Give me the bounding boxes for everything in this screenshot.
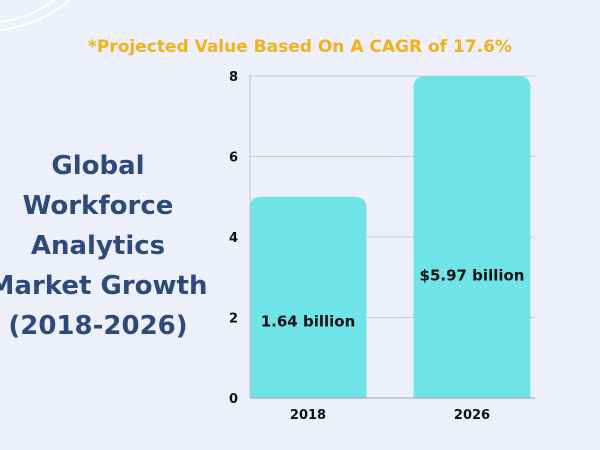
x-tick-label: 2026 [454, 408, 490, 423]
title-line: Workforce [22, 191, 174, 221]
y-tick-label: 6 [229, 151, 238, 166]
y-tick-label: 2 [229, 312, 238, 327]
title-line: Analytics [30, 231, 166, 261]
y-tick-label: 4 [229, 231, 238, 246]
title-line: Global [51, 151, 145, 181]
y-tick-label: 0 [229, 392, 238, 407]
bar-data-label: $5.97 billion [420, 267, 525, 285]
bar-chart: 0 2 4 6 8 1.64 billion 2018 $5.97 billion 2026 [229, 70, 535, 423]
title-line: (2018-2026) [8, 311, 188, 341]
decorative-swirl [0, 0, 71, 31]
bar-data-label: 1.64 billion [261, 313, 356, 331]
bar [413, 76, 531, 398]
x-tick-label: 2018 [290, 408, 326, 423]
title-line: Market Growth [0, 271, 208, 301]
chart-title: Global Workforce Analytics Market Growth… [0, 146, 208, 346]
chart-subtitle: *Projected Value Based On A CAGR of 17.6… [88, 37, 512, 57]
bar [249, 196, 367, 398]
y-tick-label: 8 [229, 70, 238, 85]
